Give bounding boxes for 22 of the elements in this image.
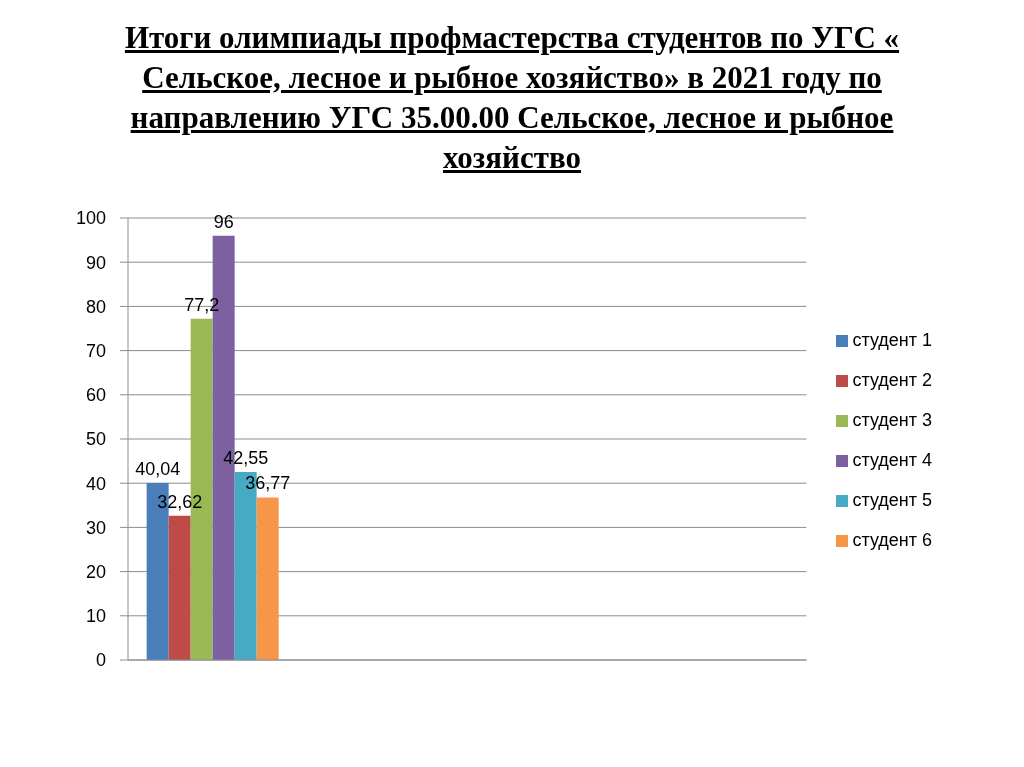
chart-title: Итоги олимпиады профмастерства студентов по УГС « Сельское, лесное и рыбное хозяйство» в 2021 году по направлению УГС 35.00.00 Сельское, лесное и рыбное хозяйство <box>123 19 901 177</box>
y-tick-label: 80 <box>85 296 106 317</box>
y-tick-label: 40 <box>85 473 106 494</box>
bar <box>256 497 279 660</box>
data-label: 96 <box>213 211 234 232</box>
y-tick-label: 20 <box>85 561 106 582</box>
y-tick-label: 0 <box>95 650 106 671</box>
legend-label: студент 4 <box>852 450 932 470</box>
y-tick-label: 50 <box>85 429 106 450</box>
y-tick-label: 60 <box>85 385 106 406</box>
legend-label: студент 3 <box>852 410 932 430</box>
y-tick-label: 10 <box>85 606 106 627</box>
y-tick-label: 30 <box>85 517 106 538</box>
legend-label: студент 6 <box>852 530 932 550</box>
legend-label: студент 2 <box>852 370 932 390</box>
bar <box>168 515 191 660</box>
y-tick-label: 100 <box>75 208 106 229</box>
data-label: 40,04 <box>135 459 181 480</box>
y-tick-label: 70 <box>85 340 106 361</box>
legend-label: студент 5 <box>852 490 932 510</box>
legend-label: студент 1 <box>852 330 932 350</box>
y-tick-label: 90 <box>85 252 106 273</box>
